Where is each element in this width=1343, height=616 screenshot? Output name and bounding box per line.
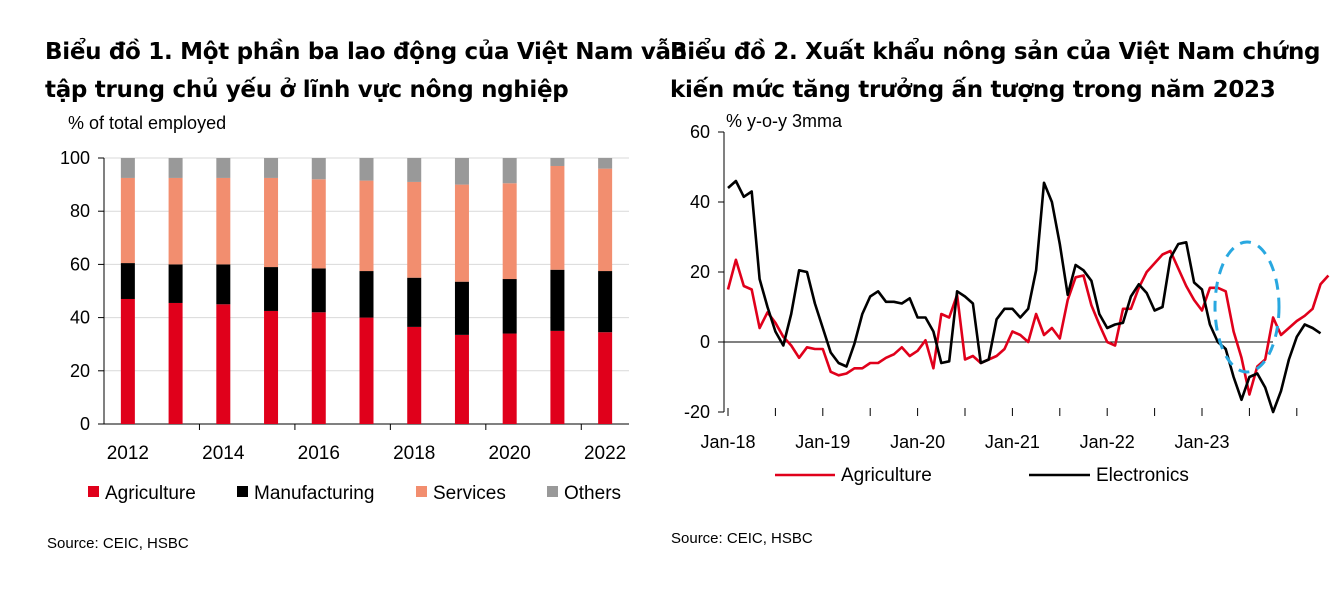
bar-agriculture [550,330,565,424]
y-tick-label: 0 [80,414,90,434]
bar-others [550,158,565,166]
bar-others [311,158,326,180]
x-tick-label: 2016 [298,443,340,464]
bar-manufacturing [550,269,565,331]
bar-others [120,158,135,178]
bar-agriculture [598,332,613,424]
x-tick-label: 2022 [584,443,626,464]
bar-manufacturing [407,277,422,327]
bar-services [359,180,374,272]
bar-others [168,158,183,178]
x-tick-label: Jan-18 [700,432,755,452]
legend-label-agriculture: Agriculture [841,465,932,486]
series-line-electronics [727,179,1322,414]
bar-others [454,158,469,185]
legend-swatch-others [547,486,558,497]
bar-services [120,177,135,264]
chart-2-svg: -20 0 20 40 60 % y-o-y 3mma Jan-18 Jan-19 Jan-20… [684,111,1330,486]
y-axis-label: % y-o-y 3mma [726,111,843,131]
bar-manufacturing [311,268,326,313]
chart-panel-2: Biểu đồ 2. Xuất khẩu nông sản của Việt N… [660,0,1343,616]
y-tick-label: 0 [700,332,710,352]
bar-manufacturing [216,264,231,305]
bar-agriculture [168,302,183,424]
legend-label-services: Services [433,483,506,504]
bar-manufacturing [120,263,135,299]
bar-others [407,158,422,182]
bar-agriculture [264,310,279,424]
x-tick-label: Jan-20 [890,432,945,452]
x-tick-label: 2020 [489,443,531,464]
y-tick-label: 100 [60,148,90,168]
chart-1-svg: 0 20 40 60 80 100 % of total employed 2012 2014 2… [60,113,629,504]
bar-agriculture [454,334,469,424]
bar-services [550,165,565,270]
bar-others [359,158,374,181]
x-tick-label: 2014 [202,443,245,464]
bar-services [407,181,422,278]
chart-2-title-line-1: Biểu đồ 2. Xuất khẩu nông sản của Việt N… [670,39,1321,65]
bar-agriculture [311,312,326,424]
bar-services [168,177,183,265]
highlight-ellipse [1213,240,1281,374]
bar-services [598,168,613,272]
bar-manufacturing [598,271,613,333]
chart-panel-1: Biểu đồ 1. Một phần ba lao động của Việt… [0,0,687,616]
bar-services [264,177,279,268]
legend-swatch-services [416,486,427,497]
x-tick-label: Jan-21 [985,432,1040,452]
bar-services [502,183,517,280]
legend-label-electronics: Electronics [1096,465,1189,486]
series-line-agriculture [726,249,1330,396]
chart-2-source: Source: CEIC, HSBC [671,530,813,547]
chart-1-title-line-2: tập trung chủ yếu ở lĩnh vực nông nghiệp [45,77,569,103]
y-tick-label: 40 [690,192,710,212]
bar-services [216,177,231,265]
x-tick-label: Jan-19 [795,432,850,452]
bar-others [216,158,231,178]
legend-swatch-agriculture [88,486,99,497]
y-tick-label: 20 [690,262,710,282]
bar-manufacturing [168,264,183,303]
y-tick-label: 20 [70,361,90,381]
legend-swatch-manufacturing [237,486,248,497]
chart-1-source: Source: CEIC, HSBC [47,535,189,552]
y-tick-label: 60 [70,254,90,274]
bar-others [264,158,279,178]
bar-manufacturing [359,271,374,318]
y-tick-label: 40 [70,308,90,328]
legend-label-manufacturing: Manufacturing [254,483,374,504]
legend-label-others: Others [564,483,621,504]
bar-agriculture [216,304,231,424]
x-tick-label: 2012 [107,443,149,464]
bar-others [598,158,613,169]
bar-agriculture [359,317,374,424]
x-tick-label: Jan-22 [1080,432,1135,452]
bar-services [454,184,469,282]
y-axis-label: % of total employed [68,113,226,133]
bar-manufacturing [264,267,279,311]
legend-label-agriculture: Agriculture [105,483,196,504]
chart-1-title-line-1: Biểu đồ 1. Một phần ba lao động của Việt… [45,39,687,65]
y-tick-label: 60 [690,122,710,142]
x-tick-label: Jan-23 [1174,432,1229,452]
x-tick-label: 2018 [393,443,435,464]
bar-manufacturing [454,281,469,335]
bar-manufacturing [502,279,517,334]
bar-agriculture [120,298,135,424]
y-tick-label: -20 [684,402,710,422]
chart-2-title-line-2: kiến mức tăng trưởng ấn tượng trong năm … [670,77,1276,103]
bar-services [311,179,326,269]
y-tick-label: 80 [70,201,90,221]
bar-agriculture [502,333,517,424]
bar-agriculture [407,326,422,424]
bar-others [502,158,517,184]
